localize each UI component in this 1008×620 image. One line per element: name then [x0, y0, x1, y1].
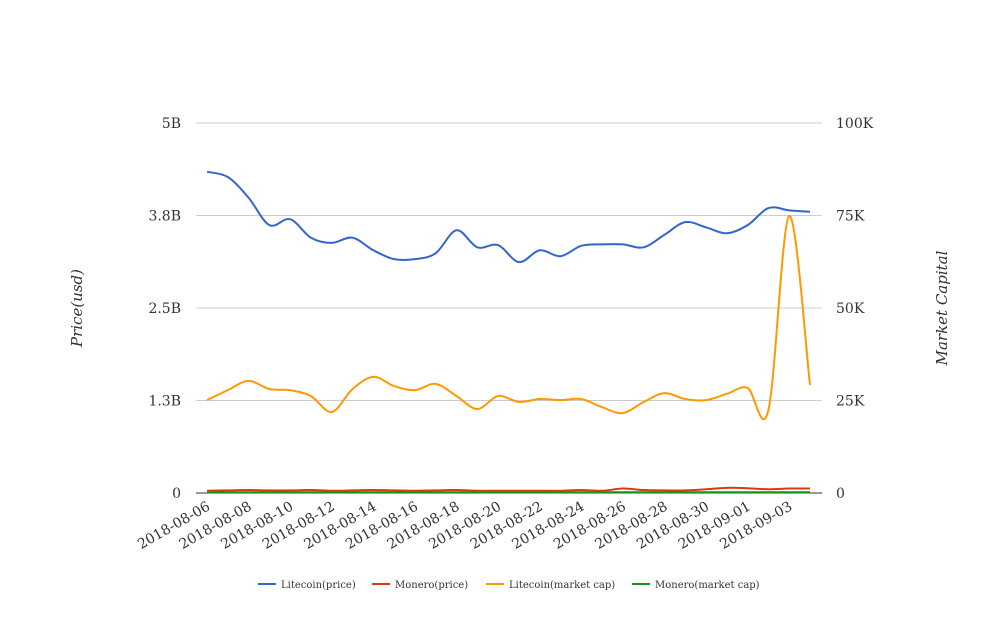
y-tick-label: 3.8B: [148, 209, 181, 225]
y2-tick-label: 100K: [836, 116, 874, 132]
y-tick-label: 1.3B: [148, 394, 181, 410]
legend-label: Litecoin(market cap): [509, 580, 615, 591]
y-tick-label: 2.5B: [148, 301, 181, 317]
legend-item[interactable]: Litecoin(market cap): [486, 580, 615, 591]
legend-item[interactable]: Monero(price): [372, 580, 468, 591]
series-line-litecoin-price: [206, 170, 811, 264]
legend-label: Monero(market cap): [655, 580, 760, 591]
y-tick-label: 0: [172, 486, 181, 502]
legend-label: Monero(price): [395, 580, 468, 591]
y2-axis-title: Market Capital: [933, 250, 951, 366]
y2-tick-label: 25K: [836, 394, 865, 410]
y-axis-title: Price(usd): [68, 269, 86, 348]
y-tick-label: 5B: [162, 116, 181, 132]
legend-item[interactable]: Monero(market cap): [632, 580, 760, 591]
legend-item[interactable]: Litecoin(price): [258, 580, 356, 591]
y2-tick-label: 0: [836, 486, 845, 502]
y2-tick-label: 75K: [836, 209, 865, 225]
series-line-monero-price: [206, 486, 811, 492]
y2-tick-label: 50K: [836, 301, 865, 317]
series-line-litecoin-market-cap: [206, 214, 811, 421]
legend-label: Litecoin(price): [281, 580, 356, 591]
